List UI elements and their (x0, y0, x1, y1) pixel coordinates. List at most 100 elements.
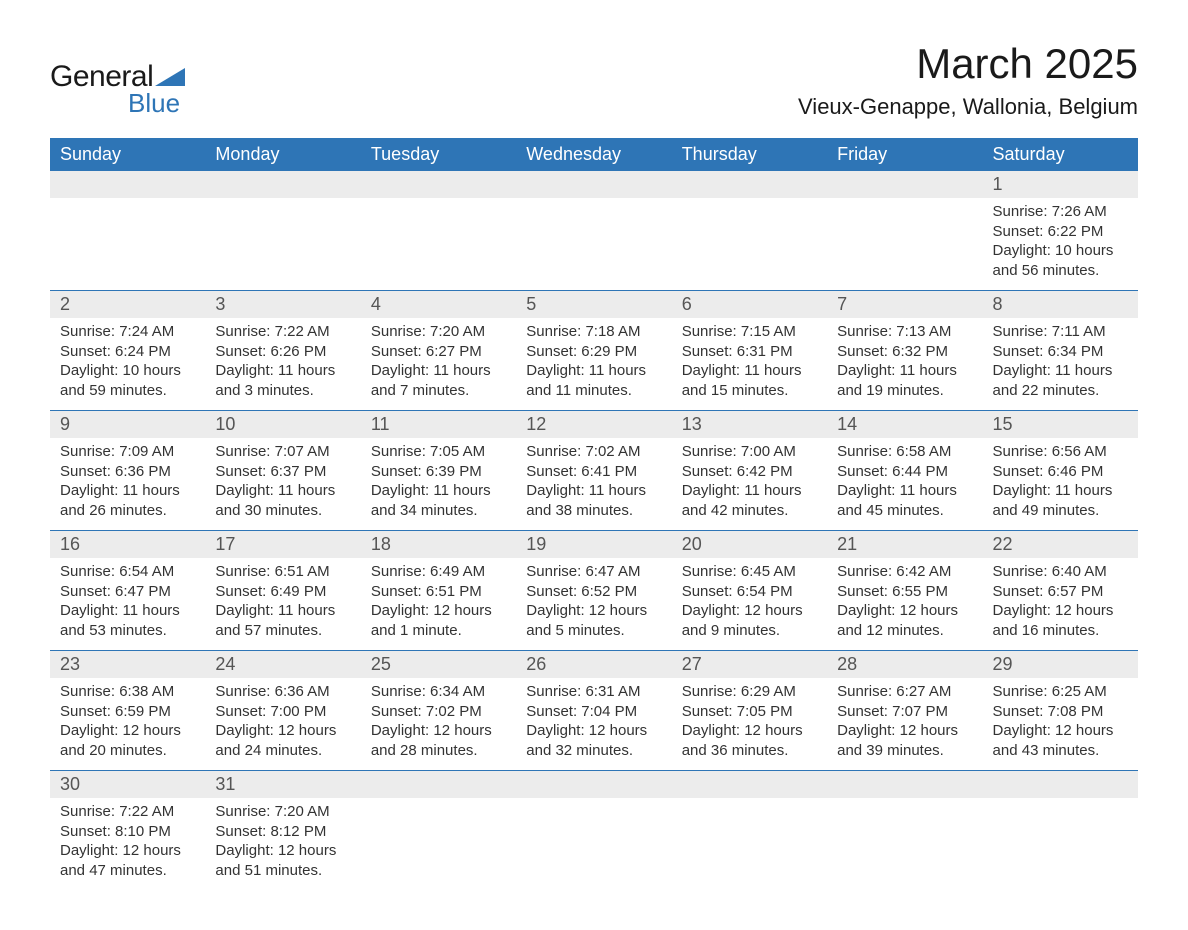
calendar-day-cell: 28Sunrise: 6:27 AMSunset: 7:07 PMDayligh… (827, 651, 982, 771)
page-subtitle: Vieux-Genappe, Wallonia, Belgium (798, 94, 1138, 120)
day-daylight1: Daylight: 12 hours (682, 601, 817, 621)
day-daylight2: and 20 minutes. (60, 741, 195, 761)
day-daylight1: Daylight: 12 hours (526, 721, 661, 741)
day-sunrise: Sunrise: 6:47 AM (526, 562, 661, 582)
day-details-empty (827, 198, 982, 212)
day-details: Sunrise: 6:51 AMSunset: 6:49 PMDaylight:… (205, 558, 360, 650)
calendar-day-cell: 26Sunrise: 6:31 AMSunset: 7:04 PMDayligh… (516, 651, 671, 771)
day-sunset: Sunset: 6:32 PM (837, 342, 972, 362)
day-details: Sunrise: 7:00 AMSunset: 6:42 PMDaylight:… (672, 438, 827, 530)
day-sunrise: Sunrise: 7:18 AM (526, 322, 661, 342)
day-sunset: Sunset: 6:42 PM (682, 462, 817, 482)
day-number: 9 (50, 411, 205, 438)
day-details-empty (827, 798, 982, 812)
day-daylight1: Daylight: 12 hours (60, 841, 195, 861)
day-daylight1: Daylight: 12 hours (837, 601, 972, 621)
day-details-empty (516, 198, 671, 212)
day-daylight1: Daylight: 11 hours (60, 601, 195, 621)
calendar-day-cell: 29Sunrise: 6:25 AMSunset: 7:08 PMDayligh… (983, 651, 1138, 771)
day-daylight1: Daylight: 11 hours (837, 361, 972, 381)
day-daylight2: and 36 minutes. (682, 741, 817, 761)
weekday-header-row: Sunday Monday Tuesday Wednesday Thursday… (50, 138, 1138, 171)
day-sunset: Sunset: 6:59 PM (60, 702, 195, 722)
day-details: Sunrise: 7:02 AMSunset: 6:41 PMDaylight:… (516, 438, 671, 530)
day-daylight1: Daylight: 11 hours (215, 481, 350, 501)
day-daylight1: Daylight: 11 hours (371, 481, 506, 501)
day-sunset: Sunset: 7:07 PM (837, 702, 972, 722)
day-daylight1: Daylight: 12 hours (60, 721, 195, 741)
day-details: Sunrise: 6:56 AMSunset: 6:46 PMDaylight:… (983, 438, 1138, 530)
day-number-empty (672, 771, 827, 798)
day-details: Sunrise: 6:36 AMSunset: 7:00 PMDaylight:… (205, 678, 360, 770)
day-sunrise: Sunrise: 7:20 AM (215, 802, 350, 822)
calendar-day-cell: 7Sunrise: 7:13 AMSunset: 6:32 PMDaylight… (827, 291, 982, 411)
day-daylight2: and 32 minutes. (526, 741, 661, 761)
calendar-day-cell (983, 771, 1138, 891)
calendar-week-row: 30Sunrise: 7:22 AMSunset: 8:10 PMDayligh… (50, 771, 1138, 891)
weekday-header: Friday (827, 138, 982, 171)
logo-triangle-icon (155, 64, 185, 91)
calendar-day-cell: 10Sunrise: 7:07 AMSunset: 6:37 PMDayligh… (205, 411, 360, 531)
day-sunrise: Sunrise: 7:09 AM (60, 442, 195, 462)
day-sunrise: Sunrise: 6:34 AM (371, 682, 506, 702)
calendar-day-cell: 6Sunrise: 7:15 AMSunset: 6:31 PMDaylight… (672, 291, 827, 411)
day-details: Sunrise: 6:40 AMSunset: 6:57 PMDaylight:… (983, 558, 1138, 650)
day-sunset: Sunset: 6:54 PM (682, 582, 817, 602)
day-sunset: Sunset: 6:52 PM (526, 582, 661, 602)
day-number: 3 (205, 291, 360, 318)
day-daylight2: and 39 minutes. (837, 741, 972, 761)
day-sunrise: Sunrise: 7:05 AM (371, 442, 506, 462)
day-number-empty (983, 771, 1138, 798)
day-sunrise: Sunrise: 7:00 AM (682, 442, 817, 462)
day-sunrise: Sunrise: 6:25 AM (993, 682, 1128, 702)
day-number: 1 (983, 171, 1138, 198)
day-daylight2: and 11 minutes. (526, 381, 661, 401)
day-sunrise: Sunrise: 7:22 AM (215, 322, 350, 342)
calendar-day-cell: 16Sunrise: 6:54 AMSunset: 6:47 PMDayligh… (50, 531, 205, 651)
day-number-empty (827, 771, 982, 798)
day-daylight2: and 47 minutes. (60, 861, 195, 881)
day-sunrise: Sunrise: 6:42 AM (837, 562, 972, 582)
day-number: 2 (50, 291, 205, 318)
calendar-day-cell: 21Sunrise: 6:42 AMSunset: 6:55 PMDayligh… (827, 531, 982, 651)
calendar-day-cell (205, 171, 360, 291)
day-details-empty (672, 198, 827, 212)
day-daylight2: and 16 minutes. (993, 621, 1128, 641)
calendar-day-cell: 18Sunrise: 6:49 AMSunset: 6:51 PMDayligh… (361, 531, 516, 651)
calendar-day-cell (827, 771, 982, 891)
weekday-header: Sunday (50, 138, 205, 171)
day-sunset: Sunset: 8:12 PM (215, 822, 350, 842)
day-number: 16 (50, 531, 205, 558)
day-daylight1: Daylight: 11 hours (682, 481, 817, 501)
day-number: 5 (516, 291, 671, 318)
day-sunrise: Sunrise: 6:29 AM (682, 682, 817, 702)
calendar-day-cell: 24Sunrise: 6:36 AMSunset: 7:00 PMDayligh… (205, 651, 360, 771)
day-daylight2: and 12 minutes. (837, 621, 972, 641)
logo: General Blue (50, 60, 185, 119)
day-daylight1: Daylight: 12 hours (371, 601, 506, 621)
calendar-day-cell: 13Sunrise: 7:00 AMSunset: 6:42 PMDayligh… (672, 411, 827, 531)
day-details: Sunrise: 6:34 AMSunset: 7:02 PMDaylight:… (361, 678, 516, 770)
day-number: 28 (827, 651, 982, 678)
day-sunrise: Sunrise: 6:56 AM (993, 442, 1128, 462)
day-daylight1: Daylight: 12 hours (993, 601, 1128, 621)
day-sunrise: Sunrise: 7:15 AM (682, 322, 817, 342)
calendar-day-cell: 1Sunrise: 7:26 AMSunset: 6:22 PMDaylight… (983, 171, 1138, 291)
calendar-day-cell (827, 171, 982, 291)
day-details: Sunrise: 7:20 AMSunset: 6:27 PMDaylight:… (361, 318, 516, 410)
calendar-day-cell: 22Sunrise: 6:40 AMSunset: 6:57 PMDayligh… (983, 531, 1138, 651)
calendar-day-cell: 5Sunrise: 7:18 AMSunset: 6:29 PMDaylight… (516, 291, 671, 411)
day-details: Sunrise: 7:22 AMSunset: 6:26 PMDaylight:… (205, 318, 360, 410)
day-details: Sunrise: 7:05 AMSunset: 6:39 PMDaylight:… (361, 438, 516, 530)
calendar-day-cell: 25Sunrise: 6:34 AMSunset: 7:02 PMDayligh… (361, 651, 516, 771)
day-sunset: Sunset: 6:27 PM (371, 342, 506, 362)
calendar-week-row: 9Sunrise: 7:09 AMSunset: 6:36 PMDaylight… (50, 411, 1138, 531)
day-daylight1: Daylight: 12 hours (993, 721, 1128, 741)
day-sunrise: Sunrise: 6:36 AM (215, 682, 350, 702)
day-sunset: Sunset: 6:47 PM (60, 582, 195, 602)
calendar-day-cell (361, 771, 516, 891)
day-sunrise: Sunrise: 6:31 AM (526, 682, 661, 702)
day-sunrise: Sunrise: 6:58 AM (837, 442, 972, 462)
day-daylight1: Daylight: 12 hours (215, 841, 350, 861)
day-sunset: Sunset: 8:10 PM (60, 822, 195, 842)
